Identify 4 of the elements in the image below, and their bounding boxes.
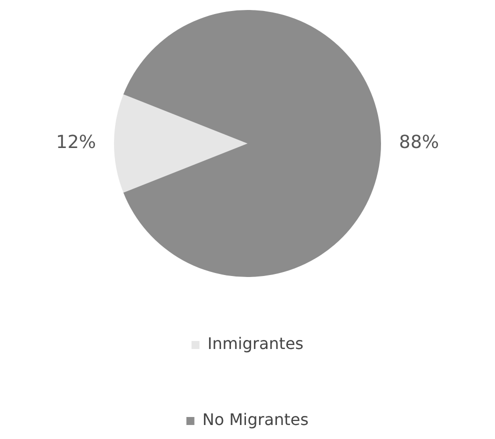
data-label: 12% [56, 132, 96, 154]
legend-label: No Migrantes [202, 410, 309, 430]
data-label: 88% [398, 132, 440, 154]
legend-label: Inmigrantes [207, 334, 304, 354]
